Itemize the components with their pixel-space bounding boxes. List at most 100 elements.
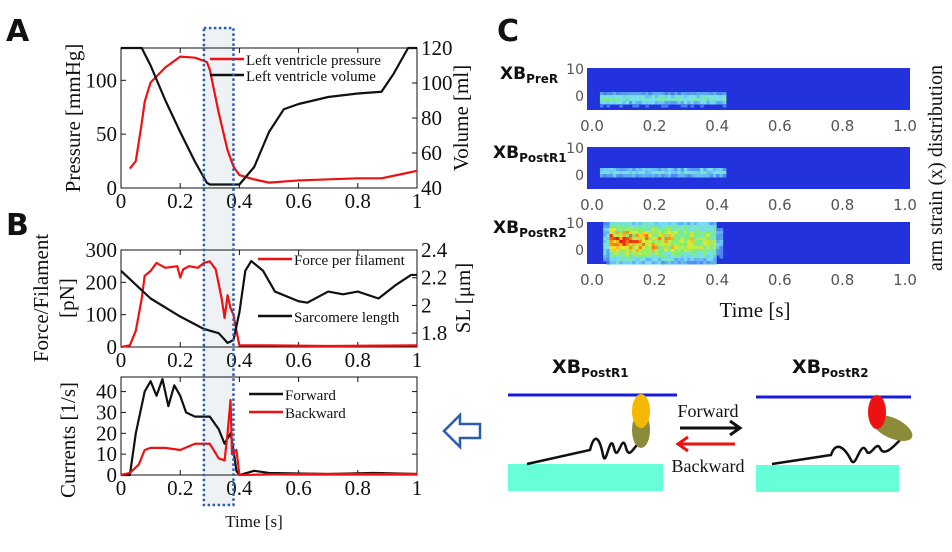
heatmap-cell xyxy=(658,171,662,175)
heatmap-cell xyxy=(648,249,653,253)
chart-b1-x-tick-label: 0 xyxy=(116,348,127,372)
heatmap-cell xyxy=(696,228,701,232)
heatmap-cell xyxy=(703,231,708,235)
heatmap-cell xyxy=(667,95,672,99)
heatmap-cell xyxy=(719,101,724,105)
heatmap-cell xyxy=(661,228,666,232)
heatmap-cell xyxy=(632,261,636,265)
heatmap-cell xyxy=(670,240,675,244)
heatmap-cell xyxy=(609,243,614,247)
heatmap-cell xyxy=(612,168,617,172)
heatmap-cell xyxy=(700,168,704,172)
heatmap-cell xyxy=(648,231,653,235)
heatmap-cell xyxy=(683,249,688,253)
heatmap-cell xyxy=(632,222,636,226)
heatmap-cell xyxy=(651,246,656,250)
heatmap-cell xyxy=(625,234,630,238)
heatmap-cell xyxy=(625,252,630,256)
heatmap-cell xyxy=(619,249,624,253)
heatmap-cell xyxy=(664,222,669,226)
heatmap-cell xyxy=(658,243,662,247)
heatmap-cell xyxy=(696,225,701,229)
xb-subscript: PostR2 xyxy=(519,226,567,240)
heatmap-cell xyxy=(693,234,698,238)
heatmap-cell xyxy=(628,240,633,244)
heatmap-cell xyxy=(606,225,611,229)
heatmap-cell xyxy=(703,234,708,238)
heatmap-cell xyxy=(645,255,649,259)
heatmap-cell xyxy=(628,228,633,232)
heatmap-cell xyxy=(645,252,649,256)
heatmap-cell xyxy=(603,95,607,99)
heatmap-cell xyxy=(619,92,624,96)
heatmap-cell xyxy=(654,92,659,96)
heatmap-cell xyxy=(703,228,708,232)
heatmap-cell xyxy=(677,231,682,235)
heatmap-cell xyxy=(609,246,614,250)
heatmap-cell xyxy=(687,246,691,250)
heatmap-cell xyxy=(641,249,646,253)
heatmap-cell xyxy=(625,231,630,235)
heatmap-cell xyxy=(680,234,685,238)
heatmap-cell xyxy=(635,92,640,96)
heatmap-cell xyxy=(664,228,669,232)
heatmap-cell xyxy=(690,228,695,232)
heatmap-cell xyxy=(683,243,688,247)
heatmap-cell xyxy=(622,225,627,229)
heatmap-cell xyxy=(696,255,701,259)
heatmap-cell xyxy=(638,255,643,259)
heatmap-cell xyxy=(645,104,649,108)
heatmap-cell xyxy=(690,174,695,178)
heatmap-cell xyxy=(661,243,666,247)
heatmap-cell xyxy=(632,225,636,229)
heatmap-cell xyxy=(687,249,691,253)
heatmap-cell xyxy=(709,261,714,265)
heatmap-cell xyxy=(690,222,695,226)
heatmap-cell xyxy=(664,237,669,241)
chart-a-x-tick-label: 0.8 xyxy=(345,189,371,213)
heatmap-cell xyxy=(661,240,666,244)
heatmap-cell xyxy=(670,246,675,250)
heatmap-cell xyxy=(670,252,675,256)
heatmap-cell xyxy=(651,252,656,256)
heatmap-cell xyxy=(612,246,617,250)
heatmap-cell xyxy=(674,261,678,265)
heatmap-cell xyxy=(612,101,617,105)
heatmap-cell xyxy=(625,261,630,265)
heatmap-cell xyxy=(674,222,678,226)
heatmap-cell xyxy=(680,168,685,172)
heatmap-cell xyxy=(709,252,714,256)
heatmap-cell xyxy=(619,222,624,226)
chart-a-y2-tick-label: 80 xyxy=(421,106,442,130)
heatmap-cell xyxy=(716,98,720,102)
heatmap-cell xyxy=(716,252,720,256)
heatmap-cell xyxy=(716,228,720,232)
heatmap-cell xyxy=(619,261,624,265)
heatmap-cell xyxy=(674,237,678,241)
heatmap-cell xyxy=(635,231,640,235)
heatmap-cell xyxy=(658,95,662,99)
heatmap-cell xyxy=(619,98,624,102)
heatmap-cell xyxy=(670,95,675,99)
heatmap-x-tick-label: 0.6 xyxy=(768,117,792,135)
heatmap-cell xyxy=(619,168,624,172)
heatmap-cell xyxy=(599,95,604,99)
heatmap-cell xyxy=(700,252,704,256)
heatmap-cell xyxy=(616,228,620,232)
heatmap-cell xyxy=(599,104,604,108)
heatmap-cell xyxy=(674,98,678,102)
heatmap-cell xyxy=(703,98,708,102)
heatmap-cell xyxy=(674,234,678,238)
thick-filament-right xyxy=(756,465,899,492)
heatmap-cell xyxy=(651,234,656,238)
heatmap-cell xyxy=(606,228,611,232)
heatmap-cell xyxy=(654,228,659,232)
xb-subscript: PreR xyxy=(526,72,559,86)
heatmap-x-tick-label: 0.0 xyxy=(580,117,604,135)
heatmap-cell xyxy=(628,252,633,256)
heatmap-cell xyxy=(648,225,653,229)
heatmap-cell xyxy=(651,261,656,265)
heatmap-cell xyxy=(635,234,640,238)
heatmap-cell xyxy=(619,95,624,99)
panel-label-c: C xyxy=(497,14,520,49)
